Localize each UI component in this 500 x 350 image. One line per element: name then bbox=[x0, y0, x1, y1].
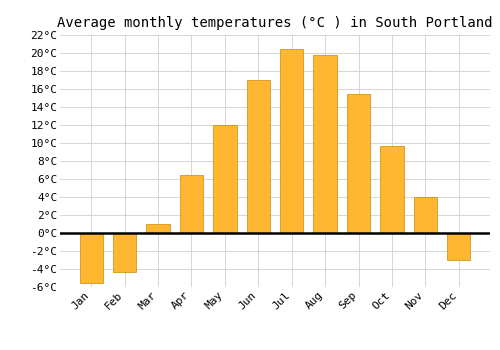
Title: Average monthly temperatures (°C ) in South Portland: Average monthly temperatures (°C ) in So… bbox=[57, 16, 493, 30]
Bar bbox=[380, 146, 404, 233]
Bar bbox=[246, 80, 270, 233]
Bar bbox=[314, 55, 337, 233]
Bar bbox=[280, 49, 303, 233]
Bar bbox=[347, 93, 370, 233]
Bar bbox=[213, 125, 236, 233]
Bar bbox=[80, 233, 103, 282]
Bar bbox=[447, 233, 470, 260]
Bar bbox=[414, 197, 437, 233]
Bar bbox=[180, 175, 203, 233]
Bar bbox=[146, 224, 170, 233]
Bar bbox=[113, 233, 136, 272]
